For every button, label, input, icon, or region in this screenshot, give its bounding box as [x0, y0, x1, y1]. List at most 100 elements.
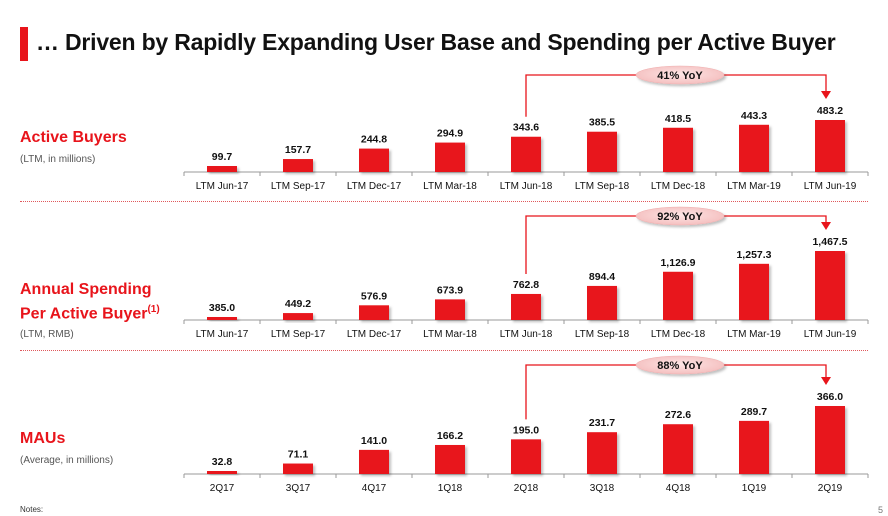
- bar-value-label: 231.7: [589, 417, 615, 429]
- bar-value-label: 272.6: [665, 409, 691, 421]
- bar: [739, 263, 769, 320]
- bar-value-label: 289.7: [741, 406, 767, 418]
- yoy-badge-label: 41% YoY: [657, 70, 703, 82]
- bar: [359, 305, 389, 320]
- x-tick-label: 1Q18: [438, 483, 463, 494]
- x-tick-label: LTM Jun-17: [196, 329, 249, 340]
- bar: [283, 159, 313, 172]
- notes-label: Notes:: [20, 505, 44, 514]
- x-tick-label: LTM Dec-18: [651, 329, 706, 340]
- x-tick-label: LTM Dec-18: [651, 181, 706, 192]
- x-tick-label: LTM Dec-17: [347, 181, 402, 192]
- bar-value-label: 195.0: [513, 424, 539, 436]
- bar-value-label: 366.0: [817, 391, 843, 403]
- x-tick-label: LTM Mar-19: [727, 181, 781, 192]
- bar-value-label: 576.9: [361, 290, 387, 302]
- x-tick-label: LTM Jun-19: [804, 329, 857, 340]
- bar-value-label: 1,257.3: [736, 249, 771, 261]
- bar: [359, 449, 389, 474]
- bar-value-label: 385.0: [209, 302, 235, 314]
- bar: [815, 251, 845, 320]
- title-accent-bar: [20, 27, 28, 61]
- x-tick-label: LTM Sep-17: [271, 329, 326, 340]
- bar: [815, 120, 845, 172]
- x-tick-label: LTM Jun-19: [804, 181, 857, 192]
- bar: [435, 142, 465, 172]
- bar: [739, 124, 769, 172]
- bar: [359, 148, 389, 172]
- bar: [511, 136, 541, 172]
- bar-value-label: 141.0: [361, 435, 387, 447]
- x-tick-label: LTM Mar-19: [727, 329, 781, 340]
- bar: [587, 285, 617, 320]
- bar: [283, 463, 313, 474]
- yoy-badge-label: 88% YoY: [657, 360, 703, 372]
- x-tick-label: LTM Sep-18: [575, 181, 630, 192]
- bar-value-label: 894.4: [589, 271, 615, 283]
- x-tick-label: 2Q19: [818, 483, 843, 494]
- x-tick-label: 1Q19: [742, 483, 767, 494]
- bar-value-label: 1,467.5: [812, 236, 847, 248]
- x-tick-label: 3Q18: [590, 483, 615, 494]
- arrow-down-icon: [821, 91, 831, 99]
- x-tick-label: 4Q18: [666, 483, 691, 494]
- x-tick-label: LTM Sep-17: [271, 181, 326, 192]
- bar: [587, 432, 617, 474]
- bar: [511, 439, 541, 474]
- x-tick-label: LTM Mar-18: [423, 329, 477, 340]
- yoy-badge: [635, 206, 725, 226]
- x-tick-label: 2Q18: [514, 483, 539, 494]
- bar-value-label: 343.6: [513, 122, 539, 134]
- bar-value-label: 166.2: [437, 430, 463, 442]
- bar-value-label: 673.9: [437, 284, 463, 296]
- bar-value-label: 483.2: [817, 105, 843, 117]
- section-title-spending-line2: Per Active Buyer: [20, 305, 148, 323]
- x-tick-label: LTM Mar-18: [423, 181, 477, 192]
- section-subtitle-active-buyers: (LTM, in millions): [20, 154, 96, 165]
- bar: [207, 471, 237, 474]
- section-divider: [20, 350, 868, 351]
- section-title-spending-line1: Annual Spending: [20, 281, 152, 298]
- bar-value-label: 443.3: [741, 110, 767, 122]
- bar-value-label: 385.5: [589, 117, 615, 129]
- section-divider: [20, 201, 868, 202]
- bar-value-label: 157.7: [285, 144, 311, 156]
- bar: [663, 424, 693, 474]
- bar-value-label: 71.1: [288, 449, 309, 461]
- section-title-maus: MAUs: [20, 430, 66, 447]
- arrow-down-icon: [821, 222, 831, 230]
- x-tick-label: LTM Dec-17: [347, 329, 402, 340]
- yoy-badge-label: 92% YoY: [657, 211, 703, 223]
- bar: [435, 299, 465, 320]
- section-subtitle-spending: (LTM, RMB): [20, 329, 74, 340]
- bar-value-label: 244.8: [361, 134, 387, 146]
- bar-value-label: 1,126.9: [660, 257, 695, 269]
- section-title-active-buyers: Active Buyers: [20, 129, 127, 146]
- bar: [207, 317, 237, 320]
- bar: [207, 166, 237, 172]
- x-tick-label: 4Q17: [362, 483, 387, 494]
- bar: [511, 293, 541, 320]
- bar-value-label: 449.2: [285, 298, 311, 310]
- bar: [283, 313, 313, 320]
- bar-value-label: 418.5: [665, 113, 691, 125]
- page-number: 5: [878, 505, 884, 515]
- bar: [435, 444, 465, 474]
- x-tick-label: 3Q17: [286, 483, 311, 494]
- bar-value-label: 294.9: [437, 128, 463, 140]
- x-tick-label: LTM Sep-18: [575, 329, 630, 340]
- bar-value-label: 762.8: [513, 279, 539, 291]
- x-tick-label: 2Q17: [210, 483, 235, 494]
- section-title-spending: Annual Spending Per Active Buyer(1): [20, 280, 160, 324]
- arrow-down-icon: [821, 377, 831, 385]
- bar: [815, 406, 845, 474]
- bar: [587, 131, 617, 172]
- yoy-badge: [635, 355, 725, 375]
- x-tick-label: LTM Jun-17: [196, 181, 249, 192]
- page-title: … Driven by Rapidly Expanding User Base …: [36, 29, 836, 55]
- bar-value-label: 99.7: [212, 151, 233, 163]
- footnote-marker: (1): [147, 304, 160, 315]
- bar: [663, 127, 693, 172]
- x-tick-label: LTM Jun-18: [500, 181, 553, 192]
